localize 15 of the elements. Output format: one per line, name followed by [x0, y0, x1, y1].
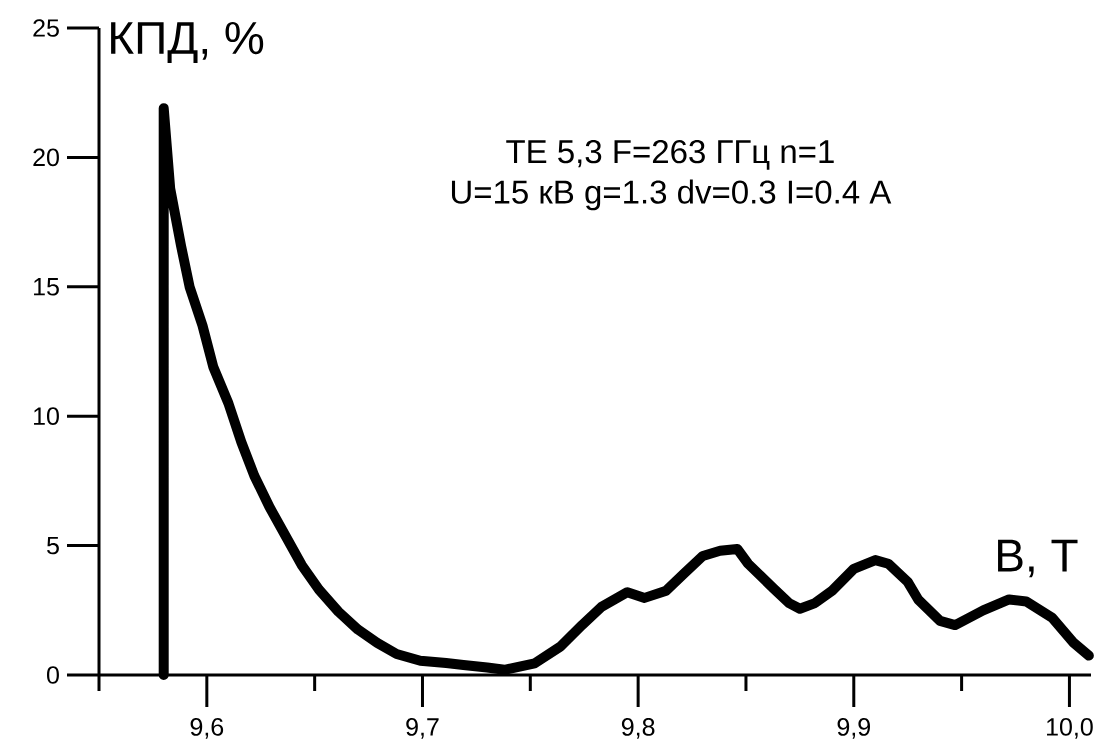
x-tick-label: 9,6	[190, 718, 224, 739]
y-tick-label: 10	[34, 407, 59, 426]
x-tick-label: 9,9	[837, 718, 870, 739]
y-tick-label: 25	[33, 19, 59, 37]
x-axis-title: В, Т	[998, 539, 1078, 578]
annotation: TE 5,3 F=263 ГГц n=1	[506, 139, 834, 170]
y-tick-label: 0	[47, 666, 59, 684]
x-tick-label: 9,7	[406, 718, 439, 739]
y-tick-label: 15	[34, 278, 59, 296]
y-axis-title: КПД, %	[111, 21, 264, 64]
annotation: U=15 кВ g=1.3 dv=0.3 I=0.4 A	[451, 179, 892, 211]
x-tick-label: 10,0	[1047, 718, 1093, 739]
y-tick-label: 20	[33, 148, 59, 167]
y-tick-label: 5	[47, 536, 59, 555]
x-tick-label: 9,8	[621, 718, 655, 739]
